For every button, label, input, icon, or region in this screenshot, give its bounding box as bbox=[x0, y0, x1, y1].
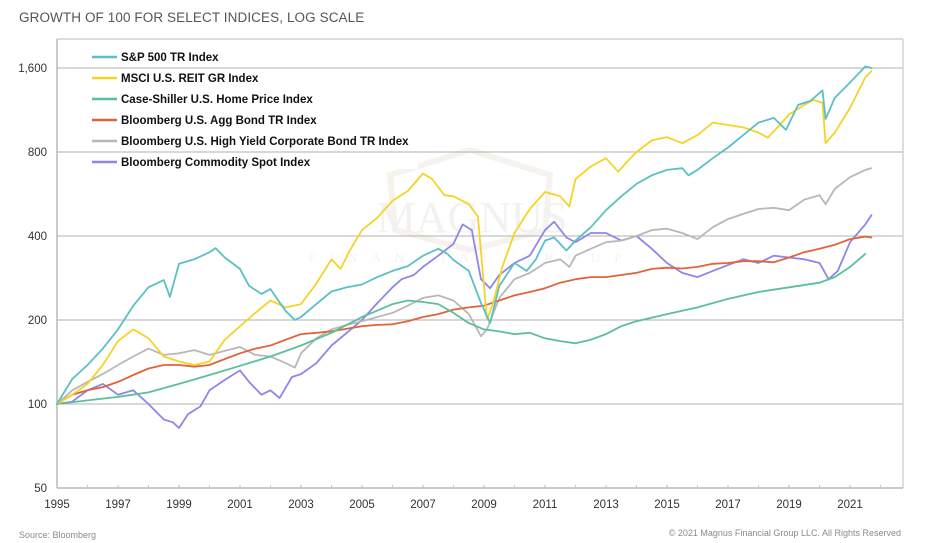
y-tick-label: 200 bbox=[28, 315, 47, 327]
series-line-bloomberg-u-s-agg-bond-tr-index bbox=[56, 235, 873, 405]
watermark-subtext: FINANCIAL GROUP bbox=[309, 250, 636, 265]
series-line-msci-u-s-reit-gr-index bbox=[56, 70, 873, 405]
legend-label: Bloomberg Commodity Spot Index bbox=[121, 157, 311, 169]
legend-bg bbox=[88, 90, 418, 106]
x-tick-label: 2009 bbox=[471, 499, 497, 511]
y-tick-label: 50 bbox=[34, 483, 47, 495]
x-tick-label: 2003 bbox=[288, 499, 314, 511]
y-tick-label: 400 bbox=[28, 231, 47, 243]
x-tick-label: 2001 bbox=[227, 499, 253, 511]
legend-label: Bloomberg U.S. High Yield Corporate Bond… bbox=[121, 136, 409, 148]
series-lines bbox=[56, 65, 873, 429]
legend-label: MSCI U.S. REIT GR Index bbox=[121, 73, 259, 85]
x-tick-label: 2015 bbox=[654, 499, 680, 511]
x-tick-label: 2021 bbox=[837, 499, 863, 511]
x-tick-label: 2013 bbox=[593, 499, 619, 511]
legend-bg bbox=[88, 132, 418, 148]
legend-bg bbox=[88, 111, 418, 127]
y-tick-label: 1,600 bbox=[18, 63, 47, 75]
axes bbox=[56, 38, 904, 489]
legend-label: Case-Shiller U.S. Home Price Index bbox=[121, 94, 313, 106]
legend-bg bbox=[88, 69, 418, 85]
y-tick-label: 100 bbox=[28, 399, 47, 411]
x-tick-label: 2007 bbox=[410, 499, 436, 511]
series-line-s-p-500-tr-index bbox=[56, 65, 873, 405]
x-tick-label: 1995 bbox=[44, 499, 70, 511]
y-tick-label: 800 bbox=[28, 147, 47, 159]
legend: S&P 500 TR Index MSCI U.S. REIT GR Index C… bbox=[88, 48, 418, 169]
legend-label: S&P 500 TR Index bbox=[121, 52, 219, 64]
series-line-bloomberg-u-s-high-yield-corporate-bond-tr-index bbox=[56, 167, 873, 405]
legend-bg bbox=[88, 153, 418, 169]
x-tick-label: 1997 bbox=[105, 499, 131, 511]
x-tick-label: 2017 bbox=[715, 499, 741, 511]
x-axis-ticks: 1995 1997 1999 2001 2003 2005 2007 2009 2011 2013… bbox=[44, 485, 881, 511]
chart-title: GROWTH OF 100 FOR SELECT INDICES, LOG SC… bbox=[19, 10, 365, 25]
x-tick-label: 1999 bbox=[166, 499, 192, 511]
y-axis-ticks: 50 100 200 400 800 1,600 bbox=[18, 63, 47, 495]
x-tick-label: 2005 bbox=[349, 499, 375, 511]
copyright-note: © 2021 Magnus Financial Group LLC. All R… bbox=[668, 528, 901, 538]
x-tick-label: 2019 bbox=[776, 499, 802, 511]
legend-bg bbox=[88, 48, 418, 64]
series-line-case-shiller-u-s-home-price-index bbox=[56, 253, 867, 405]
legend-label: Bloomberg U.S. Agg Bond TR Index bbox=[121, 115, 317, 127]
source-note: Source: Bloomberg bbox=[19, 530, 97, 540]
x-tick-label: 2011 bbox=[533, 499, 558, 511]
